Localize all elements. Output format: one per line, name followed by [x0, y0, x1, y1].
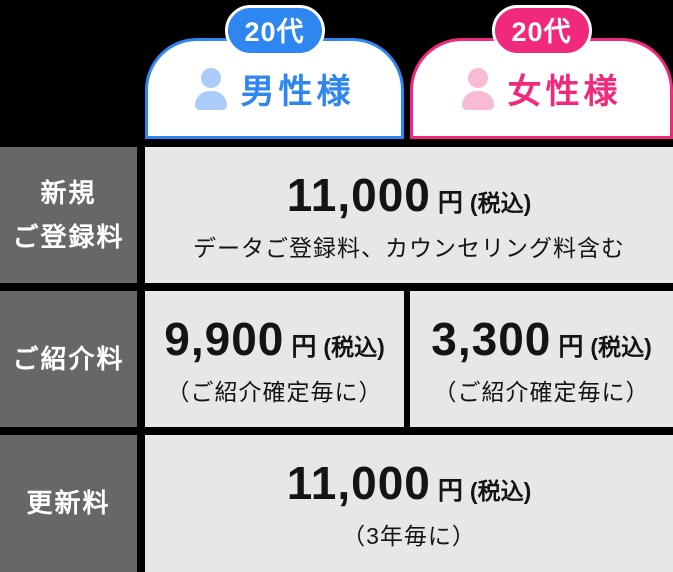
age-badge-female: 20代: [491, 5, 592, 56]
price-note: （ご紹介確定毎に）: [166, 378, 383, 405]
price-note: （3年毎に）: [342, 523, 476, 549]
column-title-female: 女性様: [507, 73, 622, 111]
person-icon-body: [194, 90, 227, 110]
price-cell-renewal: 11,000 円 (税込) （3年毎に）: [145, 435, 673, 572]
tax-label: (税込): [323, 333, 385, 360]
price-value: 3,300: [431, 312, 552, 365]
price-value: 11,000: [286, 457, 431, 509]
tax-label: (税込): [469, 189, 532, 216]
price-cell-introduction-male: 9,900 円 (税込) （ご紹介確定毎に）: [145, 291, 404, 427]
price-unit: 円: [437, 477, 463, 505]
row-label-registration: 新規 ご登録料: [0, 147, 137, 283]
price-note: データご登録料、カウンセリング料含む: [193, 234, 625, 261]
tax-label: (税込): [590, 333, 652, 360]
price-cell-registration: 11,000 円 (税込) データご登録料、カウンセリング料含む: [145, 147, 673, 283]
person-icon-body: [461, 90, 494, 110]
row-label-line: ご登録料: [12, 222, 125, 252]
table-row-registration: 新規 ご登録料 11,000 円 (税込) データご登録料、カウンセリング料含む: [0, 147, 673, 283]
price-unit: 円: [291, 332, 317, 361]
person-icon-head: [200, 67, 221, 88]
table-row-renewal: 更新料 11,000 円 (税込) （3年毎に）: [0, 435, 673, 572]
row-label-line: 更新料: [26, 488, 111, 519]
price-unit: 円: [558, 332, 584, 361]
price-line: 3,300 円 (税込): [431, 312, 651, 366]
price-value: 11,000: [286, 168, 431, 221]
person-icon: [194, 67, 227, 110]
price-line: 11,000 円 (税込): [287, 456, 532, 510]
price-cell-introduction-female: 3,300 円 (税込) （ご紹介確定毎に）: [410, 291, 673, 427]
row-content: 11,000 円 (税込) データご登録料、カウンセリング料含む: [145, 147, 673, 283]
row-label-line: ご紹介料: [12, 343, 125, 374]
price-line: 9,900 円 (税込): [164, 312, 384, 366]
age-badge-male: 20代: [224, 5, 325, 56]
row-label-introduction: ご紹介料: [0, 291, 137, 427]
row-label-line: 新規: [40, 177, 97, 208]
row-content: 11,000 円 (税込) （3年毎に）: [145, 435, 673, 572]
person-icon-head: [467, 67, 488, 88]
price-note: （ご紹介確定毎に）: [433, 378, 650, 405]
column-headers: 20代 男性様 20代 女性様: [145, 0, 673, 139]
table-row-introduction: ご紹介料 9,900 円 (税込) （ご紹介確定毎に） 3,300 円 (税込): [0, 291, 673, 427]
price-value: 9,900: [164, 312, 285, 365]
tax-label: (税込): [469, 478, 532, 504]
header-card-female: 20代 女性様: [410, 5, 673, 139]
header-card-male: 20代 男性様: [145, 5, 404, 139]
price-line: 11,000 円 (税込): [287, 168, 532, 222]
row-label-renewal: 更新料: [0, 435, 137, 572]
price-unit: 円: [437, 188, 463, 217]
fee-table: 新規 ご登録料 11,000 円 (税込) データご登録料、カウンセリング料含む…: [0, 147, 673, 572]
row-content: 9,900 円 (税込) （ご紹介確定毎に） 3,300 円 (税込) （ご紹介…: [145, 291, 673, 427]
person-icon: [461, 67, 494, 110]
column-title-male: 男性様: [240, 73, 355, 111]
